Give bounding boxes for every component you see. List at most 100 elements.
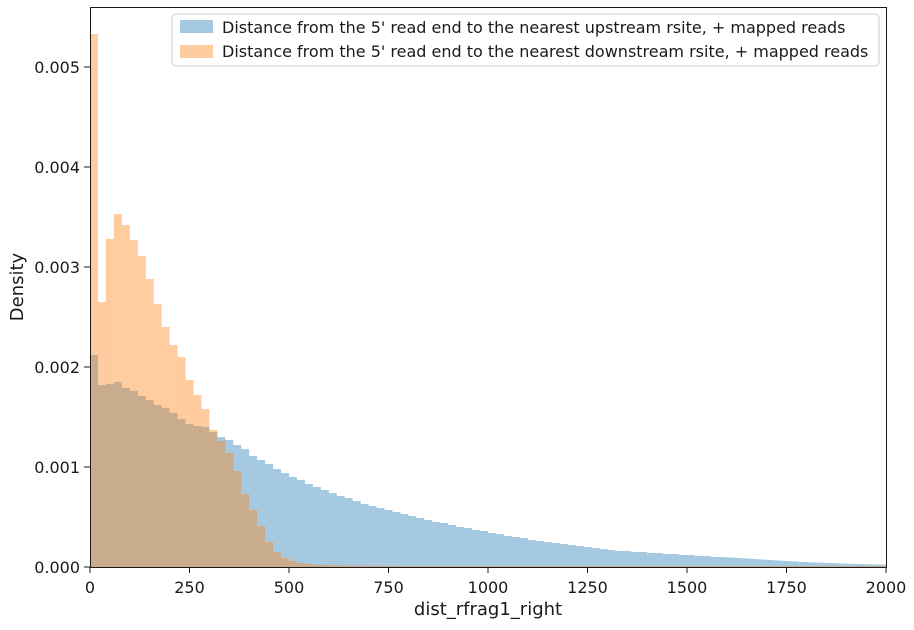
bar-series-0-bin-18 <box>233 445 242 567</box>
bar-series-1-bin-92 <box>822 566 831 567</box>
bar-series-0-bin-75 <box>687 555 695 567</box>
bar-series-0-bin-7 <box>145 400 154 567</box>
bar-series-1-bin-11 <box>177 357 186 567</box>
bar-series-0-bin-30 <box>328 493 337 567</box>
bar-series-1-bin-52 <box>503 566 512 567</box>
bar-series-1-bin-66 <box>615 566 624 567</box>
bar-series-0-bin-82 <box>742 558 751 567</box>
bar-series-0-bin-50 <box>488 533 496 567</box>
legend-box <box>171 13 880 67</box>
bar-series-1-bin-47 <box>464 566 473 567</box>
bar-series-1-bin-93 <box>830 566 839 567</box>
bar-series-1-bin-55 <box>527 566 536 567</box>
bar-series-0-bin-98 <box>870 564 879 567</box>
x-tick-label-3: 750 <box>373 578 404 597</box>
bar-series-0-bin-3 <box>113 382 122 567</box>
bar-series-0-bin-77 <box>702 556 711 567</box>
bar-series-1-bin-41 <box>416 566 425 567</box>
bar-series-0-bin-13 <box>193 426 202 567</box>
bar-series-1-bin-60 <box>567 566 576 567</box>
bar-series-1-bin-87 <box>782 566 791 567</box>
bar-series-0-bin-2 <box>105 384 114 567</box>
bar-series-0-bin-91 <box>814 562 823 567</box>
bar-series-1-bin-8 <box>153 304 162 567</box>
bar-series-0-bin-28 <box>312 487 321 567</box>
bar-series-1-bin-57 <box>543 566 552 567</box>
x-tick-label-6: 1500 <box>667 578 708 597</box>
bar-series-1-bin-0 <box>90 34 98 567</box>
bar-series-0-bin-19 <box>241 449 250 567</box>
bar-series-1-bin-71 <box>655 566 664 567</box>
bar-series-1-bin-67 <box>623 566 632 567</box>
bar-series-0-bin-0 <box>90 355 98 567</box>
bar-series-0-bin-11 <box>177 419 186 567</box>
bar-series-0-bin-69 <box>639 552 648 567</box>
bar-series-0-bin-64 <box>599 549 608 567</box>
bar-series-1-bin-13 <box>193 395 202 567</box>
x-tick-label-2: 500 <box>274 578 305 597</box>
legend-label-downstream: Distance from the 5' read end to the nea… <box>222 42 868 61</box>
bar-series-0-bin-46 <box>456 527 465 567</box>
bar-series-1-bin-43 <box>432 566 441 567</box>
bar-series-0-bin-90 <box>806 562 815 567</box>
bar-series-1-bin-20 <box>249 510 258 567</box>
bar-series-0-bin-97 <box>862 564 871 567</box>
bar-series-1-bin-50 <box>488 566 496 567</box>
bar-series-1-bin-51 <box>495 566 504 567</box>
bar-series-0-bin-48 <box>472 530 481 567</box>
bar-series-1-bin-98 <box>870 566 879 567</box>
bar-series-1-bin-18 <box>233 471 242 567</box>
bar-series-0-bin-12 <box>185 424 194 567</box>
bar-series-1-bin-36 <box>376 565 385 567</box>
bar-series-1-bin-68 <box>631 566 640 567</box>
bar-series-0-bin-92 <box>822 562 831 567</box>
bar-series-1-bin-90 <box>806 566 815 567</box>
bar-series-0-bin-31 <box>336 496 345 567</box>
bar-series-1-bin-91 <box>814 566 823 567</box>
bar-series-1-bin-27 <box>304 564 313 567</box>
bar-series-1-bin-30 <box>328 565 337 567</box>
bar-series-0-bin-23 <box>273 469 282 567</box>
bar-series-0-bin-86 <box>774 560 783 567</box>
bar-series-0-bin-88 <box>790 561 799 567</box>
x-tick-label-1: 250 <box>174 578 205 597</box>
bar-series-0-bin-55 <box>527 540 536 567</box>
bar-series-0-bin-36 <box>376 508 385 567</box>
bar-series-1-bin-59 <box>559 566 568 567</box>
bar-series-0-bin-14 <box>201 427 210 567</box>
x-tick-label-8: 2000 <box>866 578 907 597</box>
bar-series-0-bin-39 <box>400 514 409 567</box>
bar-series-0-bin-17 <box>225 440 234 567</box>
bar-series-1-bin-94 <box>838 566 847 567</box>
bar-series-1-bin-6 <box>137 256 146 567</box>
bar-series-0-bin-41 <box>416 518 425 567</box>
bar-series-1-bin-83 <box>750 566 759 567</box>
bar-series-0-bin-72 <box>663 554 672 567</box>
bar-series-0-bin-25 <box>289 477 297 567</box>
bar-series-1-bin-42 <box>424 566 433 567</box>
bar-series-1-bin-44 <box>440 566 449 567</box>
bar-series-0-bin-94 <box>838 563 847 567</box>
bar-series-0-bin-44 <box>440 523 449 567</box>
bar-series-1-bin-38 <box>392 565 401 567</box>
bar-series-1-bin-21 <box>257 526 266 567</box>
bar-series-0-bin-34 <box>360 504 369 567</box>
bar-series-0-bin-54 <box>519 538 528 567</box>
bar-series-0-bin-81 <box>734 558 743 567</box>
y-tick-label-5: 0.005 <box>34 58 80 77</box>
bar-series-0-bin-27 <box>304 484 313 567</box>
bar-series-1-bin-1 <box>97 302 106 567</box>
bar-series-0-bin-68 <box>631 552 640 567</box>
bar-series-0-bin-79 <box>718 557 727 567</box>
bar-series-1-bin-70 <box>647 566 656 567</box>
bar-series-0-bin-56 <box>535 541 544 567</box>
bar-series-1-bin-80 <box>726 566 735 567</box>
bar-series-0-bin-51 <box>495 534 504 567</box>
bar-series-1-bin-33 <box>352 565 361 567</box>
bar-series-0-bin-38 <box>392 512 401 567</box>
bar-series-0-bin-96 <box>854 564 863 567</box>
bar-series-1-bin-19 <box>241 494 250 567</box>
bar-series-0-bin-35 <box>368 506 377 567</box>
bar-series-0-bin-22 <box>265 464 274 567</box>
bar-series-1-bin-10 <box>169 345 178 567</box>
